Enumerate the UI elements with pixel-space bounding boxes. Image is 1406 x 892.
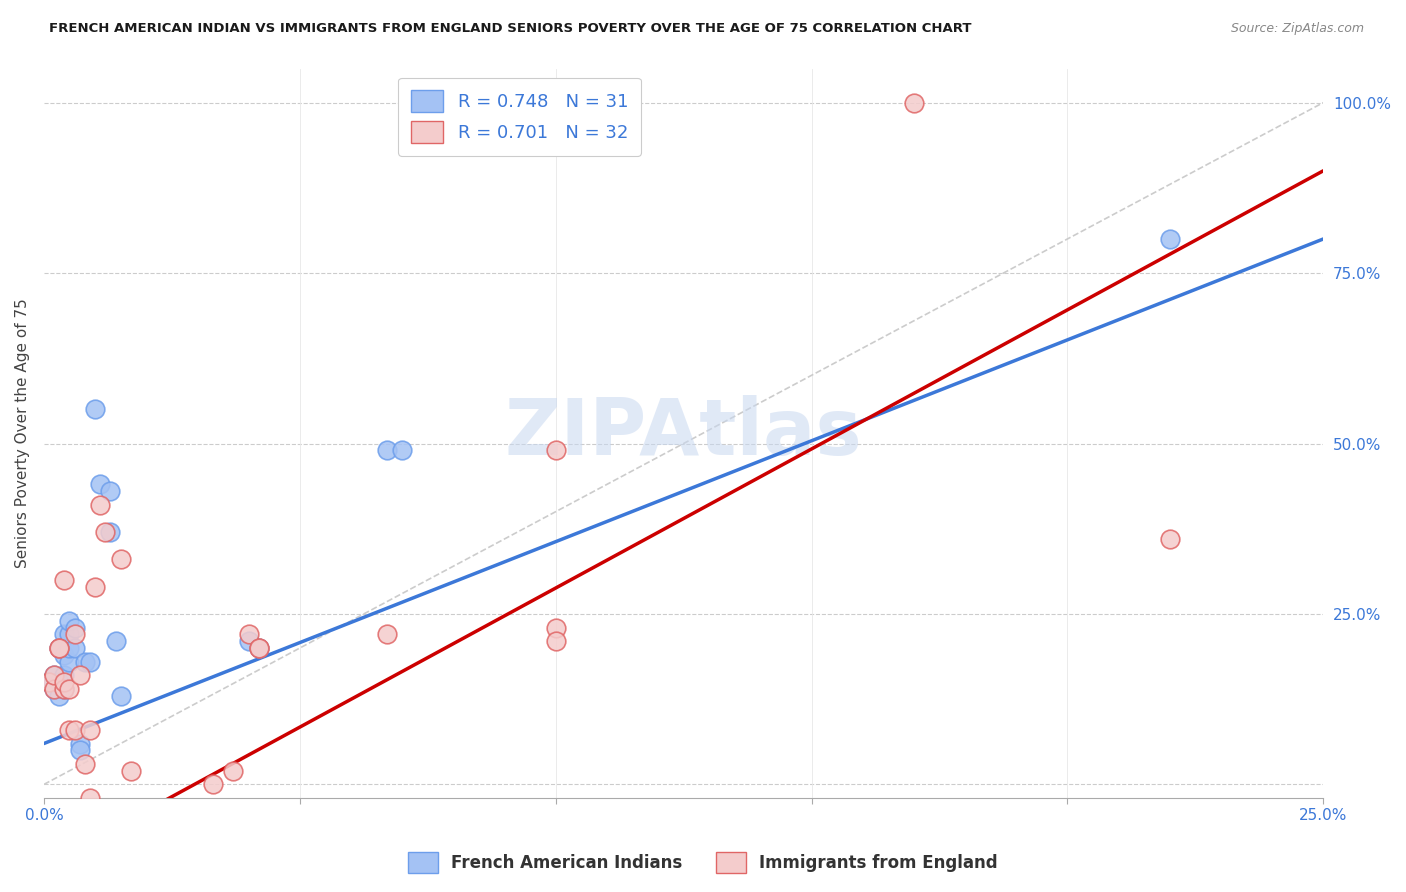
Point <box>42 668 65 682</box>
Point <box>1159 232 1181 246</box>
Point <box>58 614 80 628</box>
Point <box>73 756 96 771</box>
Point <box>53 681 76 696</box>
Point <box>38 675 60 690</box>
Point <box>58 681 80 696</box>
Point <box>53 668 76 682</box>
Point <box>100 525 122 540</box>
Point <box>53 648 76 662</box>
Point <box>58 655 80 669</box>
Point <box>544 634 567 648</box>
Point <box>391 443 413 458</box>
Point <box>247 641 270 656</box>
Point <box>42 681 65 696</box>
Point <box>238 634 260 648</box>
Point <box>48 641 70 656</box>
Point <box>544 443 567 458</box>
Point <box>110 689 132 703</box>
Point <box>48 641 70 656</box>
Point <box>79 655 101 669</box>
Point <box>58 723 80 737</box>
Point <box>69 737 91 751</box>
Point <box>79 791 101 805</box>
Point <box>375 627 398 641</box>
Point <box>53 681 76 696</box>
Point <box>73 655 96 669</box>
Point <box>63 723 86 737</box>
Point <box>63 641 86 656</box>
Point <box>247 641 270 656</box>
Point <box>89 477 111 491</box>
Point <box>63 621 86 635</box>
Point <box>104 634 127 648</box>
Text: ZIPAtlas: ZIPAtlas <box>505 395 862 471</box>
Point <box>1159 532 1181 546</box>
Point <box>79 723 101 737</box>
Point <box>94 525 117 540</box>
Legend: French American Indians, Immigrants from England: French American Indians, Immigrants from… <box>401 846 1005 880</box>
Point <box>42 668 65 682</box>
Point <box>38 675 60 690</box>
Point <box>222 764 245 778</box>
Point <box>89 498 111 512</box>
Legend: R = 0.748   N = 31, R = 0.701   N = 32: R = 0.748 N = 31, R = 0.701 N = 32 <box>398 78 641 156</box>
Point <box>903 95 925 110</box>
Point <box>69 743 91 757</box>
Point <box>84 402 107 417</box>
Point <box>48 689 70 703</box>
Text: FRENCH AMERICAN INDIAN VS IMMIGRANTS FROM ENGLAND SENIORS POVERTY OVER THE AGE O: FRENCH AMERICAN INDIAN VS IMMIGRANTS FRO… <box>49 22 972 36</box>
Point <box>63 627 86 641</box>
Point <box>53 573 76 587</box>
Point <box>53 675 76 690</box>
Point <box>238 627 260 641</box>
Point <box>110 552 132 566</box>
Point <box>58 627 80 641</box>
Point <box>48 675 70 690</box>
Point <box>201 777 224 791</box>
Point <box>58 641 80 656</box>
Point <box>100 484 122 499</box>
Point <box>247 641 270 656</box>
Point <box>69 668 91 682</box>
Y-axis label: Seniors Poverty Over the Age of 75: Seniors Poverty Over the Age of 75 <box>15 299 30 568</box>
Point <box>84 580 107 594</box>
Point <box>48 641 70 656</box>
Point <box>544 621 567 635</box>
Point <box>42 681 65 696</box>
Point <box>375 443 398 458</box>
Point <box>53 627 76 641</box>
Point <box>120 764 142 778</box>
Text: Source: ZipAtlas.com: Source: ZipAtlas.com <box>1230 22 1364 36</box>
